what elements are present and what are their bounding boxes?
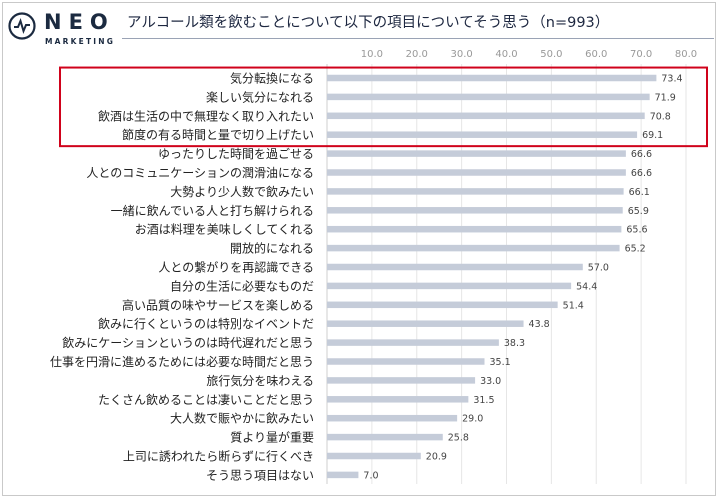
category-label: 大勢より少人数で飲みたい — [170, 184, 314, 199]
value-label: 31.5 — [473, 395, 494, 406]
bar — [327, 207, 623, 214]
category-label: お酒は料理を美味しくしてくれる — [135, 223, 314, 237]
slide-frame — [2, 2, 716, 496]
value-label: 69.1 — [642, 130, 663, 141]
bar — [327, 358, 485, 365]
bar — [327, 396, 469, 403]
x-tick-label: 20.0 — [406, 49, 428, 60]
bar — [327, 377, 476, 384]
category-label: ゆったりした時間を過ごせる — [158, 146, 314, 161]
brand-sub: MARKETING — [45, 37, 116, 46]
bar — [327, 301, 558, 309]
title-divider — [122, 38, 714, 39]
value-label: 38.3 — [504, 338, 525, 349]
category-label: 上司に誘われたら断らずに行くべき — [123, 449, 314, 464]
category-label: たくさん飲めることは凄いことだと思う — [98, 392, 314, 407]
x-tick-label: 70.0 — [630, 49, 652, 60]
value-label: 73.4 — [661, 74, 682, 85]
category-label: 飲みに行くというのは特別なイベントだ — [98, 316, 314, 331]
category-label: 節度の有る時間と量で切り上げたい — [122, 127, 314, 142]
value-label: 35.1 — [490, 357, 511, 368]
value-label: 66.6 — [631, 149, 652, 160]
category-label: そう思う項目はない — [206, 468, 314, 482]
bar — [327, 93, 650, 101]
value-label: 71.9 — [655, 92, 676, 103]
category-label: 仕事を円滑に進めるためには必要な時間だと思う — [50, 355, 314, 369]
bar — [327, 282, 572, 290]
x-tick-label: 40.0 — [495, 49, 517, 60]
x-tick-label: 10.0 — [361, 49, 383, 60]
category-label: 大人数で賑やかに飲みたい — [170, 411, 314, 426]
category-label: 飲酒は生活の中で無理なく取り入れたい — [98, 108, 314, 123]
category-label: 一緒に飲んでいる人と打ち解けられる — [111, 203, 314, 218]
value-label: 54.4 — [576, 281, 597, 292]
bar — [327, 169, 626, 176]
bar — [327, 263, 583, 271]
bar — [327, 188, 624, 195]
x-tick-label: 30.0 — [450, 49, 472, 60]
category-label: 気分転換になる — [230, 71, 314, 86]
pulse-icon — [8, 12, 36, 40]
bar — [327, 320, 524, 327]
highlight-box — [59, 66, 708, 148]
value-label: 25.8 — [448, 433, 469, 444]
x-tick-label: 50.0 — [540, 49, 562, 60]
category-label: 旅行気分を味わえる — [206, 373, 314, 388]
bar — [327, 112, 645, 120]
bar — [327, 150, 626, 157]
category-label: 人との繋がりを再認識できる — [158, 260, 314, 275]
value-label: 65.2 — [625, 244, 646, 255]
bar — [327, 433, 443, 441]
bar — [327, 225, 622, 233]
x-tick-label: 60.0 — [585, 49, 607, 60]
category-label: 高い品質の味やサービスを楽しめる — [122, 297, 314, 312]
x-tick-label: 80.0 — [675, 49, 697, 60]
value-label: 66.1 — [629, 187, 650, 198]
brand-logo: NEO MARKETING — [8, 6, 118, 50]
value-label: 65.6 — [626, 225, 647, 236]
category-label: 人とのコミュニケーションの潤滑油になる — [86, 166, 314, 180]
value-label: 33.0 — [480, 376, 501, 387]
value-label: 70.8 — [650, 111, 671, 122]
value-label: 20.9 — [426, 452, 447, 463]
bar — [327, 74, 657, 82]
bar — [327, 471, 359, 479]
category-label: 楽しい気分になれる — [206, 89, 314, 104]
value-label: 43.8 — [529, 319, 550, 330]
value-label: 65.9 — [628, 206, 649, 217]
brand-name: NEO — [44, 10, 115, 34]
value-label: 51.4 — [563, 300, 584, 311]
category-label: 飲みにケーションというのは時代遅れだと思う — [62, 335, 314, 350]
value-label: 7.0 — [363, 470, 378, 481]
value-label: 29.0 — [462, 414, 483, 425]
category-label: 質より量が重要 — [230, 430, 314, 445]
bar — [327, 244, 620, 252]
chart-title: アルコール類を飲むことについて以下の項目についてそう思う（n=993） — [127, 15, 610, 31]
value-label: 57.0 — [588, 263, 609, 274]
bar — [327, 414, 458, 422]
category-label: 開放的になれる — [230, 241, 314, 256]
bar — [327, 131, 638, 138]
bar — [327, 452, 421, 460]
bar — [327, 339, 499, 346]
category-label: 自分の生活に必要なものだ — [170, 279, 314, 293]
value-label: 66.6 — [631, 168, 652, 179]
